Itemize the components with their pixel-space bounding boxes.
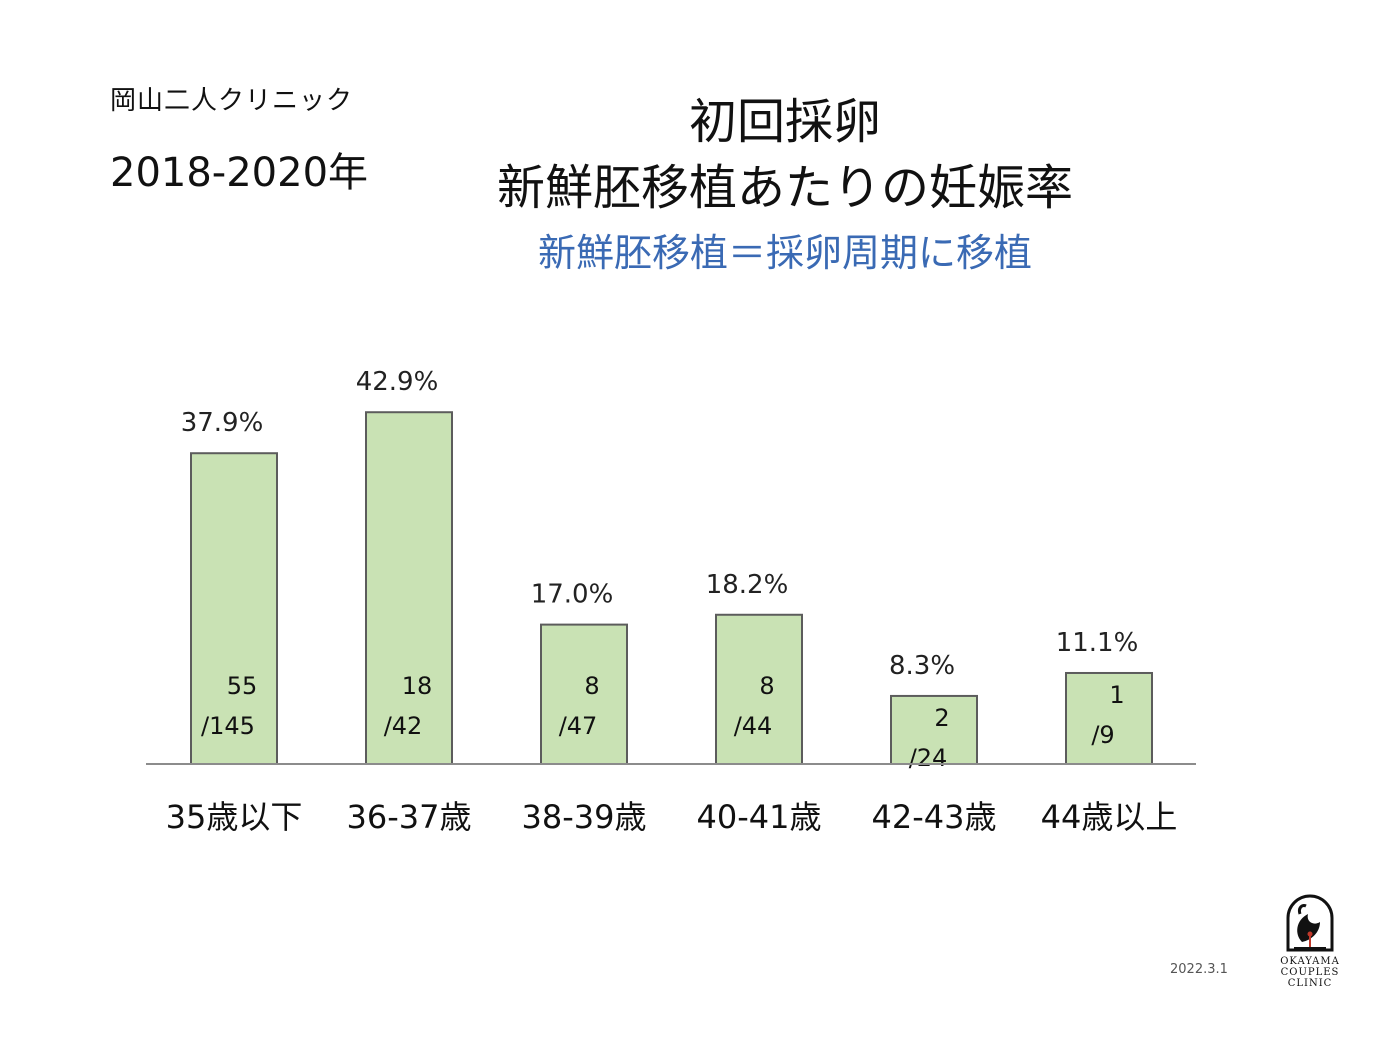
year-range: 2018-2020年 bbox=[110, 150, 369, 196]
denominator-label: /42 bbox=[384, 712, 423, 740]
logo-text-line: COUPLES bbox=[1280, 967, 1340, 978]
denominator-label: /145 bbox=[201, 712, 255, 740]
chart-subtitle: 新鮮胚移植＝採卵周期に移植 bbox=[537, 231, 1032, 275]
category-label: 35歳以下 bbox=[166, 798, 303, 836]
bar-1 bbox=[190, 452, 278, 765]
denominator-label: /44 bbox=[734, 712, 773, 740]
denominator-label: /47 bbox=[559, 712, 598, 740]
value-label: 37.9% bbox=[181, 408, 264, 438]
numerator-label: 55 bbox=[227, 672, 258, 700]
denominator-label: /24 bbox=[909, 744, 948, 772]
denominator-label: /9 bbox=[1091, 721, 1114, 749]
numerator-label: 8 bbox=[759, 672, 774, 700]
value-label: 11.1% bbox=[1056, 628, 1139, 658]
category-label: 38-39歳 bbox=[522, 798, 647, 836]
category-label: 42-43歳 bbox=[872, 798, 997, 836]
bar-3 bbox=[540, 623, 628, 765]
bar-2 bbox=[365, 411, 453, 765]
crane-emblem-icon bbox=[1286, 894, 1334, 952]
value-label: 17.0% bbox=[531, 580, 614, 610]
category-label: 40-41歳 bbox=[697, 798, 822, 836]
clinic-logo: OKAYAMA COUPLES CLINIC bbox=[1280, 890, 1340, 989]
chart-title-line2: 新鮮胚移植あたりの妊娠率 bbox=[496, 160, 1073, 216]
value-label: 18.2% bbox=[706, 570, 789, 600]
logo-text-line: OKAYAMA bbox=[1280, 956, 1340, 967]
value-label: 42.9% bbox=[356, 367, 439, 397]
bar-4 bbox=[715, 613, 803, 766]
numerator-label: 2 bbox=[934, 704, 949, 732]
value-label: 8.3% bbox=[889, 651, 955, 681]
logo-text-line: CLINIC bbox=[1287, 978, 1333, 989]
numerator-label: 1 bbox=[1109, 681, 1124, 709]
numerator-label: 8 bbox=[584, 672, 599, 700]
numerator-label: 18 bbox=[402, 672, 433, 700]
chart-title-line1: 初回採卵 bbox=[688, 94, 881, 150]
date-stamp: 2022.3.1 bbox=[1170, 962, 1228, 977]
category-label: 44歳以上 bbox=[1041, 798, 1178, 836]
category-label: 36-37歳 bbox=[347, 798, 472, 836]
clinic-name: 岡山二人クリニック bbox=[110, 86, 354, 116]
